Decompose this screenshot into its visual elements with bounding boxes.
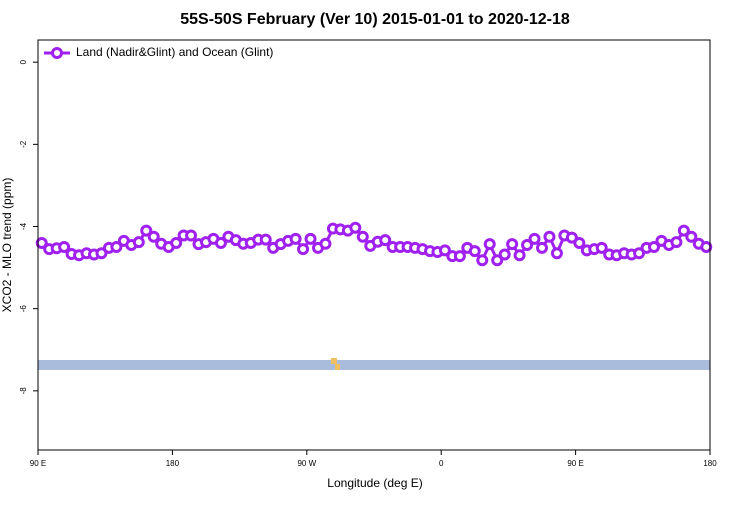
data-point [468, 245, 481, 258]
x-tick-label: 180 [166, 459, 180, 468]
data-point [521, 239, 534, 251]
data-point [147, 230, 160, 243]
data-point [35, 236, 48, 249]
data-point [304, 232, 317, 245]
y-tick-label: -2 [19, 140, 28, 148]
data-point [506, 238, 519, 251]
data-point [356, 230, 369, 243]
data-point [132, 236, 145, 249]
data-point [677, 224, 690, 237]
data-point [297, 243, 310, 256]
data-point [259, 233, 272, 246]
chart-title: 55S-50S February (Ver 10) 2015-01-01 to … [180, 11, 570, 28]
data-point [476, 254, 489, 267]
data-point [565, 231, 578, 244]
data-point [453, 250, 466, 263]
data-point [528, 232, 541, 245]
data-point [700, 241, 713, 254]
data-point [110, 241, 123, 254]
data-point [319, 237, 332, 250]
data-point [491, 254, 504, 267]
data-point [513, 249, 526, 262]
x-tick-label: 90 E [30, 459, 46, 468]
data-point [685, 230, 698, 243]
land-patch [331, 358, 337, 364]
data-point [170, 236, 183, 249]
plot-frame [37, 39, 711, 451]
data-point [349, 221, 362, 234]
y-tick-label: -6 [19, 305, 28, 313]
x-tick-label: 90 E [567, 459, 583, 468]
data-point [214, 236, 227, 249]
y-tick-label: 0 [19, 59, 28, 64]
data-point [140, 224, 153, 237]
y-tick-label: -4 [19, 222, 28, 230]
data-point [573, 236, 586, 249]
land-patch [335, 364, 340, 370]
legend-marker [51, 47, 63, 59]
x-axis-title: Longitude (deg E) [327, 476, 422, 490]
data-point [595, 241, 608, 254]
data-point [536, 241, 548, 254]
data-point [670, 236, 683, 249]
data-point [550, 247, 563, 260]
land-ocean-strip [38, 360, 710, 370]
y-axis-title: XCO2 - MLO trend (ppm) [0, 178, 14, 313]
data-point [543, 230, 556, 243]
data-point [483, 238, 496, 251]
data-point [438, 244, 451, 257]
data-point [95, 247, 108, 260]
data-point [185, 229, 198, 242]
y-tick-label: -8 [19, 387, 28, 395]
x-tick-label: 0 [439, 459, 444, 468]
data-point [498, 248, 511, 261]
x-tick-label: 90 W [297, 459, 316, 468]
legend-label: Land (Nadir&Glint) and Ocean (Glint) [76, 45, 273, 59]
data-point [289, 232, 302, 245]
data-point [379, 234, 392, 247]
x-tick-label: 180 [703, 459, 717, 468]
data-point [58, 241, 71, 254]
data-point [648, 241, 660, 254]
data-point [633, 247, 646, 260]
